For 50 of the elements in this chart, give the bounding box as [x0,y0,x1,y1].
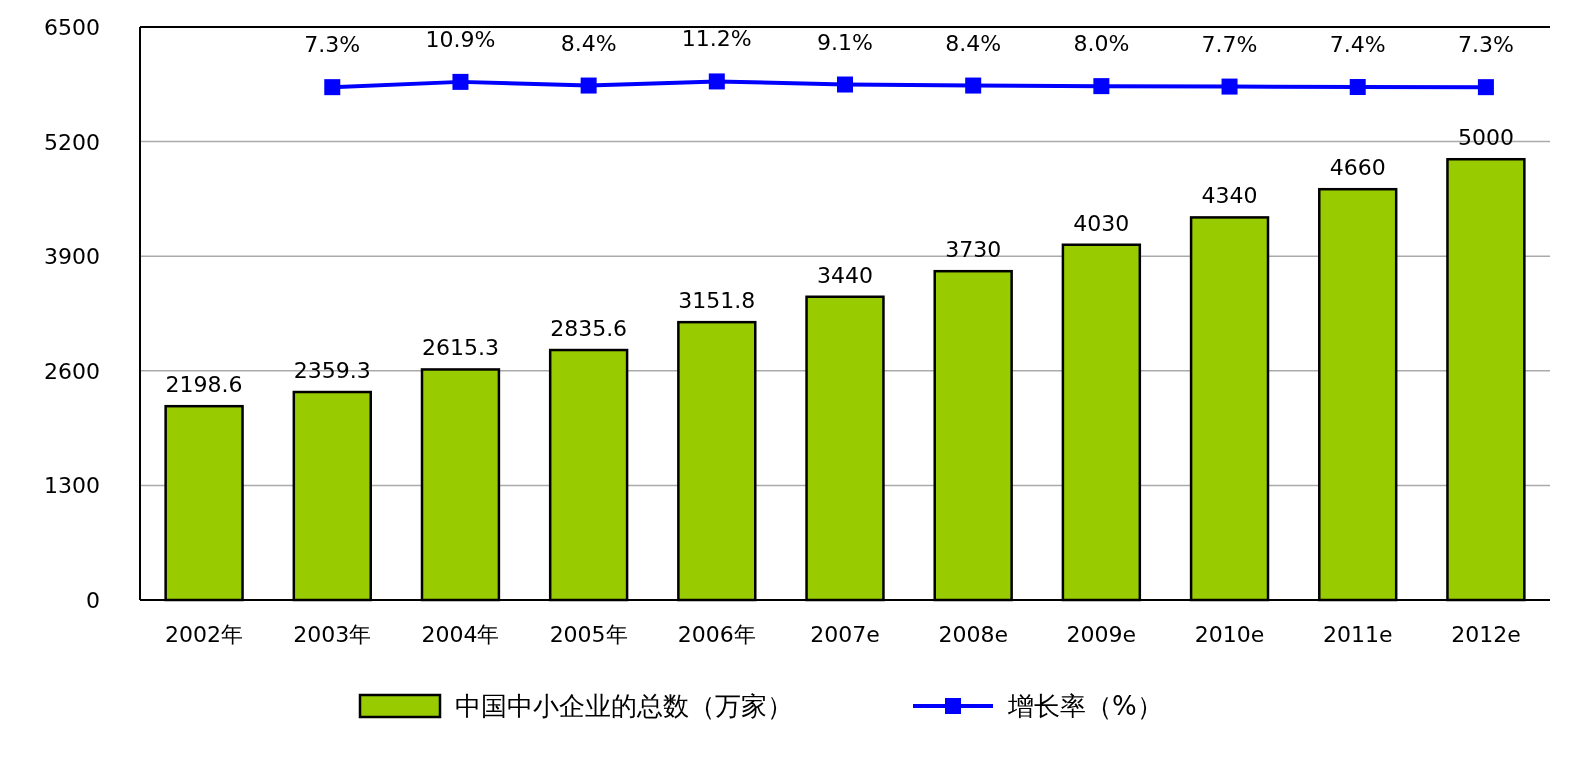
data-label: 3440 [817,262,873,288]
point [1477,79,1494,96]
x-tick-label: 2008e [938,622,1008,647]
point [837,76,853,93]
data-label: 2615.3 [421,335,499,361]
x-tick-label: 2003年 [293,622,372,647]
data-label: 5000 [1457,125,1514,151]
x-tick-label: 2007e [810,622,880,647]
data-label: 10.9% [425,26,496,52]
x-tick-label: 2005年 [549,622,628,647]
data-label: 7.3% [304,32,361,58]
x-tick-label: 2002年 [165,622,244,647]
data-label: 2198.6 [165,372,243,398]
y-tick-label: 3900 [44,244,100,270]
data-label: 8.4% [945,30,1002,56]
data-label: 4030 [1073,210,1130,236]
x-tick-label: 2010e [1194,622,1265,647]
data-label: 7.3% [1457,32,1514,58]
y-tick-label: 0 [86,588,100,613]
data-label: 9.1% [817,29,873,55]
point [965,77,982,94]
x-tick-label: 2012e [1451,622,1521,647]
y-tick-label: 6500 [44,15,100,40]
point [1221,78,1238,95]
y-tick-label: 1300 [44,473,100,499]
data-label: 11.2% [681,26,752,52]
y-tick-label: 5200 [44,129,100,155]
point [1349,79,1366,96]
point [580,77,597,94]
point [324,79,341,96]
x-tick-label: 2006年 [677,622,756,647]
x-tick-label: 2009e [1066,622,1137,647]
data-label: 3151.8 [678,288,756,314]
point [708,73,725,90]
x-tick-label: 2004年 [421,622,500,647]
data-label: 2359.3 [293,358,371,384]
legend-label: 增长率（%） [1007,691,1163,721]
y-tick-label: 2600 [44,358,100,384]
data-label: 4340 [1201,183,1258,209]
data-label: 2835.6 [550,316,628,342]
data-label: 4660 [1329,155,1386,181]
data-label: 3730 [945,237,1002,263]
data-label: 8.0% [1073,31,1130,57]
data-label: 8.4% [560,30,617,56]
legend-label: 中国中小企业的总数（万家） [455,691,793,721]
data-label: 7.7% [1201,31,1258,57]
data-label: 7.4% [1329,32,1386,58]
point [452,73,469,90]
point [1093,78,1110,95]
x-tick-label: 2011e [1322,622,1393,647]
